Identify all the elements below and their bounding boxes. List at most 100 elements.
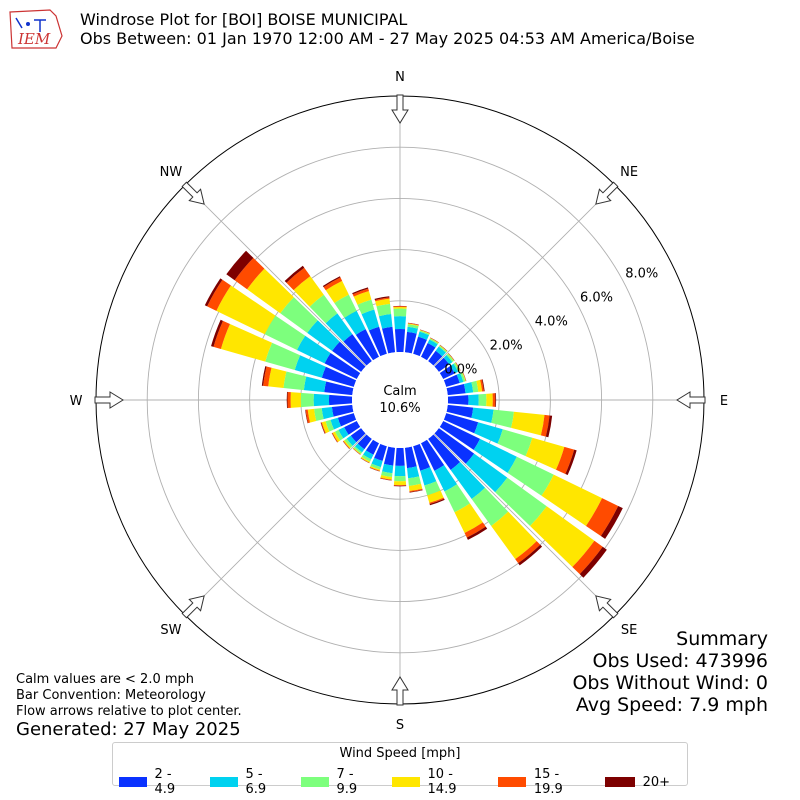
bar-30-bin-4: [430, 337, 439, 343]
bar-270-bin-3: [290, 392, 302, 408]
bar-240-bin-1: [338, 427, 349, 439]
bar-50-bin-4: [448, 353, 455, 361]
bar-250-bin-4: [321, 422, 326, 434]
bar-150-bin-0: [420, 439, 445, 471]
bar-290-bin-3: [220, 323, 273, 362]
bar-350-bin-5: [374, 296, 390, 301]
bar-100-bin-1: [471, 407, 494, 423]
bar-270-bin-1: [313, 393, 330, 407]
compass-label-n: N: [395, 70, 405, 85]
bar-30-bin-2: [429, 338, 439, 345]
bar-80-bin-3: [476, 379, 483, 392]
bar-290-bin-0: [321, 366, 357, 387]
bar-280-bin-5: [261, 366, 267, 386]
bar-230-bin-0: [350, 428, 366, 443]
bar-210-bin-5: [360, 457, 370, 464]
bar-250-bin-0: [337, 413, 357, 427]
bar-230-bin-5: [342, 441, 350, 450]
bar-50-bin-1: [443, 355, 453, 365]
bar-20-bin-5: [420, 329, 430, 334]
avg-speed: Avg Speed: 7.9 mph: [575, 694, 768, 716]
flow-arrow-icon: [181, 181, 205, 205]
bar-260-bin-1: [321, 407, 334, 420]
generated-date: Generated: 27 May 2025: [16, 719, 241, 740]
bar-270-bin-2: [300, 392, 314, 408]
compass-label-w: W: [70, 394, 83, 409]
bar-320-bin-5: [284, 265, 305, 283]
bar-150-bin-4: [464, 522, 486, 538]
flow-arrow-shape: [181, 595, 205, 619]
chart-title: Windrose Plot for [BOI] BOISE MUNICIPAL: [80, 10, 408, 29]
bar-180-bin-3: [393, 481, 407, 486]
calm-value: 10.6%: [379, 401, 420, 416]
bar-210-bin-1: [363, 450, 374, 460]
bar-240-bin-3: [332, 431, 341, 442]
grid-spoke: [433, 184, 616, 367]
legend-swatch: [498, 777, 526, 787]
grid-spoke: [184, 184, 367, 367]
bar-190-bin-0: [383, 446, 396, 466]
bar-220-bin-3: [353, 447, 362, 455]
bar-200-bin-1: [371, 457, 383, 468]
bar-10-bin-0: [404, 331, 417, 354]
bar-220-bin-1: [355, 443, 365, 453]
bar-140-bin-3: [491, 511, 537, 560]
bar-110-bin-1: [474, 422, 503, 444]
bar-130-bin-0: [434, 428, 475, 464]
bar-310-bin-4: [234, 257, 265, 290]
flow-arrows: [94, 94, 706, 706]
bar-200-bin-5: [369, 467, 380, 472]
obs-without-wind: Obs Without Wind: 0: [572, 672, 768, 694]
bar-280-bin-2: [283, 371, 307, 391]
bar-130-bin-1: [465, 453, 508, 493]
iem-logo: IEM: [9, 9, 63, 49]
bar-340-bin-1: [361, 309, 380, 331]
bar-70-bin-3: [462, 372, 466, 382]
bar-90-bin-2: [478, 393, 487, 407]
chart-subtitle: Obs Between: 01 Jan 1970 12:00 AM - 27 M…: [80, 29, 695, 48]
bar-140-bin-5: [518, 544, 543, 566]
summary-title: Summary: [676, 628, 768, 650]
bar-220-bin-2: [353, 446, 363, 454]
obs-used: Obs Used: 473996: [592, 650, 768, 672]
calm-note: Calm values are < 2.0 mph: [16, 672, 195, 687]
bar-10-bin-3: [407, 323, 419, 327]
bar-40-bin-2: [438, 345, 447, 353]
bar-330-bin-2: [334, 294, 357, 318]
bar-90-bin-3: [486, 393, 493, 407]
bar-310-bin-3: [247, 268, 294, 314]
legend-label: 10 - 14.9: [427, 767, 457, 797]
bar-280-bin-1: [303, 376, 327, 393]
bar-350-bin-2: [376, 303, 392, 317]
bar-90-bin-0: [447, 395, 469, 405]
bar-100-bin-3: [511, 411, 545, 436]
bar-250-bin-5: [320, 422, 326, 434]
bar-50-bin-2: [446, 353, 454, 363]
bar-90-bin-1: [468, 394, 479, 406]
compass-label-ne: NE: [620, 165, 638, 180]
bar-290-bin-1: [294, 355, 326, 378]
bar-190-bin-2: [381, 471, 393, 478]
legend-item: 10 - 14.9: [391, 767, 481, 797]
bar-160-bin-1: [420, 467, 437, 486]
flow-arrow-shape: [181, 181, 205, 205]
bar-20-bin-1: [418, 331, 430, 340]
bar-180-bin-2: [394, 475, 406, 482]
bar-10-bin-2: [407, 324, 419, 329]
bar-60-bin-0: [439, 365, 455, 380]
flow-arrow-icon: [181, 595, 205, 619]
bar-340-bin-5: [352, 287, 369, 295]
grid-spoke: [433, 433, 616, 616]
bar-330-bin-0: [355, 329, 380, 361]
bar-140-bin-2: [471, 487, 509, 526]
flow-arrow-icon: [94, 391, 124, 409]
bar-10-bin-1: [407, 326, 418, 334]
bar-260-bin-2: [314, 408, 324, 422]
bar-260-bin-3: [307, 408, 317, 423]
bar-110-bin-0: [443, 413, 479, 434]
convention-note: Bar Convention: Meteorology: [16, 688, 206, 703]
flow-arrow-icon: [595, 595, 619, 619]
bar-170-bin-4: [409, 488, 423, 493]
bar-220-bin-5: [352, 448, 361, 455]
